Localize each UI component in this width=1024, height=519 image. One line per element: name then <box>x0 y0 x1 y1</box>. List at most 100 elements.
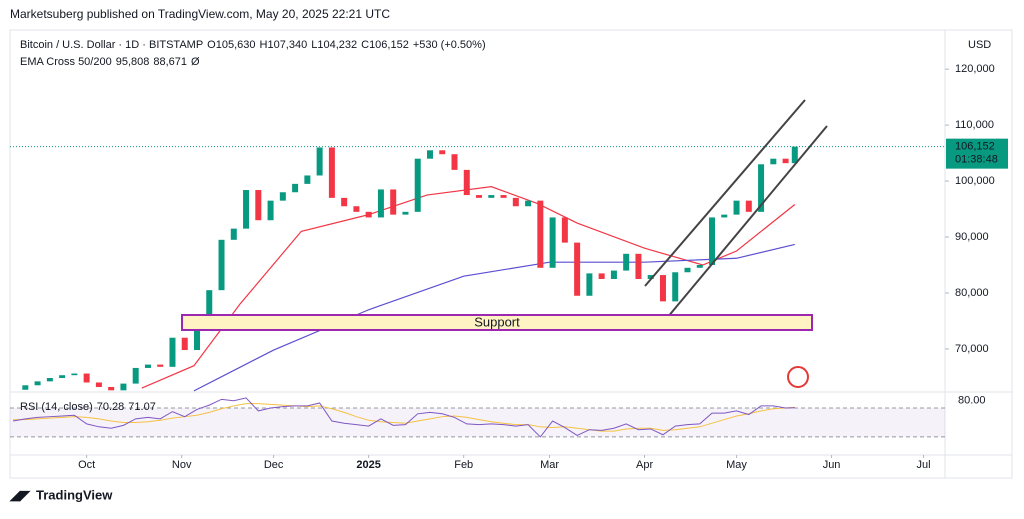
ema-suffix: Ø <box>191 56 200 68</box>
ohlc-value: 104,232 <box>317 39 357 51</box>
candle <box>500 195 507 198</box>
candle <box>745 200 752 212</box>
ohlc-value: 105,630 <box>216 39 256 51</box>
ema-line <box>141 186 796 389</box>
channel-upper <box>644 99 806 287</box>
y-tick-label: 110,000 <box>955 119 994 131</box>
y-tick-label: 70,000 <box>955 343 989 355</box>
x-tick-label: Jul <box>917 459 931 471</box>
brand-name: TradingView <box>36 487 113 502</box>
candle <box>267 200 274 221</box>
candle <box>194 320 200 351</box>
ema-legend: 95,808 <box>116 56 150 68</box>
candle <box>561 217 568 243</box>
candle <box>586 273 593 296</box>
candle <box>696 264 703 268</box>
candle <box>463 169 470 196</box>
candle <box>635 253 642 279</box>
candle <box>181 337 188 351</box>
plot <box>22 146 798 392</box>
countdown: 01:38:48 <box>955 154 998 166</box>
candle <box>71 373 78 376</box>
candle <box>598 273 605 279</box>
rsi-ma-line <box>13 403 795 432</box>
candle <box>791 146 798 164</box>
candle <box>34 381 41 386</box>
support-label: Support <box>474 314 520 329</box>
ohlc-key: L <box>311 39 317 51</box>
publisher-line: Marketsuberg published on TradingView.co… <box>10 7 390 21</box>
x-tick-label: Nov <box>172 459 192 471</box>
change: +530 (+0.50%) <box>413 39 486 51</box>
candle <box>120 383 127 391</box>
ohlc-value: 107,340 <box>267 39 307 51</box>
candle <box>279 192 286 201</box>
ema-line <box>193 243 795 392</box>
rsi-value: 70.28 <box>97 401 125 413</box>
candle <box>22 385 29 390</box>
candle <box>230 228 237 240</box>
candle <box>721 214 728 218</box>
x-tick-label: Mar <box>540 459 559 471</box>
ema-legend: 88,671 <box>153 56 187 68</box>
candle <box>95 382 102 387</box>
candle <box>390 189 397 215</box>
y-tick-label: 100,000 <box>955 175 995 187</box>
x-tick-label: 2025 <box>356 459 380 471</box>
symbol: Bitcoin / U.S. Dollar · 1D · BITSTAMP <box>20 39 203 51</box>
candle <box>83 373 90 383</box>
candle <box>218 239 225 291</box>
candle <box>365 211 372 218</box>
ohlc-value: 106,152 <box>369 39 409 51</box>
last-price-box <box>946 138 1008 169</box>
rsi-line <box>12 397 795 438</box>
x-tick-label: Feb <box>454 459 473 471</box>
candle <box>451 154 458 170</box>
rsi-title: RSI (14, close) <box>20 401 93 413</box>
ohlc-key: C <box>361 39 369 51</box>
candle <box>525 200 532 207</box>
candle <box>439 150 446 155</box>
candle <box>488 195 495 198</box>
candle <box>328 147 335 198</box>
candle <box>512 197 519 207</box>
candle <box>132 367 139 384</box>
rsi-band <box>10 408 945 437</box>
rsi-ma-value: 71.07 <box>128 401 156 413</box>
y-tick-label: 80,000 <box>955 287 989 299</box>
candle <box>169 337 176 367</box>
x-tick-label: Apr <box>636 459 653 471</box>
candle <box>292 183 299 193</box>
x-tick-label: May <box>726 459 747 471</box>
flag-icon <box>787 366 809 388</box>
candle <box>353 206 360 212</box>
x-tick-label: Jun <box>823 459 841 471</box>
chart-frame <box>9 29 1013 479</box>
candle <box>377 189 384 218</box>
ema-title: EMA Cross 50/200 <box>20 56 112 68</box>
candle <box>341 197 348 207</box>
candle <box>770 158 777 165</box>
currency: USD <box>968 39 991 51</box>
candle <box>206 290 213 321</box>
candle <box>709 217 716 265</box>
y-tick-label: 90,000 <box>955 231 989 243</box>
candle <box>59 375 66 379</box>
candle <box>549 217 556 268</box>
candle <box>255 190 262 221</box>
ohlc-key: H <box>260 39 268 51</box>
candle <box>537 200 544 268</box>
brand: ◢◤ <box>9 487 31 502</box>
y-tick-label: 120,000 <box>955 63 995 75</box>
candle <box>426 150 433 159</box>
x-tick-label: Oct <box>78 459 95 471</box>
candle <box>144 364 151 368</box>
candle <box>476 195 483 198</box>
candle <box>659 275 666 302</box>
candle <box>610 270 617 279</box>
candle <box>672 272 679 302</box>
candle <box>157 364 164 367</box>
candle <box>46 378 53 382</box>
